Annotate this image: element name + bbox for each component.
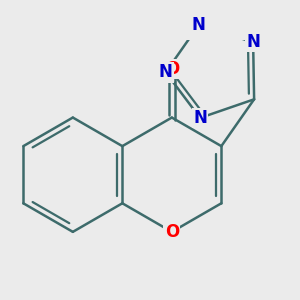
Text: N: N: [191, 16, 206, 34]
Text: H: H: [182, 0, 195, 3]
Text: O: O: [165, 223, 179, 241]
Text: N: N: [246, 33, 260, 51]
Text: N: N: [193, 109, 207, 127]
Text: O: O: [165, 60, 179, 78]
Text: N: N: [159, 63, 172, 81]
